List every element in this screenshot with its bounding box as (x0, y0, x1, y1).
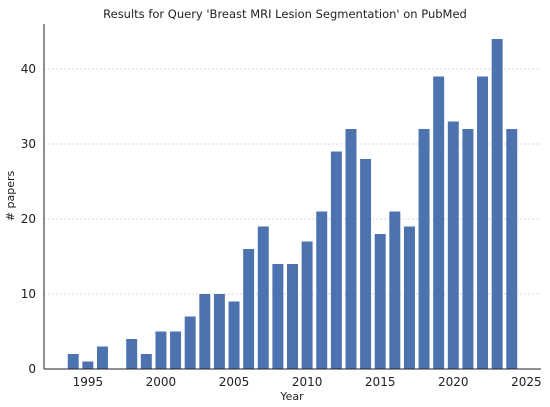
bar-2001 (170, 331, 182, 369)
bar-2002 (184, 316, 196, 369)
bar-1994 (67, 354, 79, 369)
bar-2014 (360, 159, 372, 369)
bar-2017 (403, 226, 415, 369)
bar-2010 (301, 241, 313, 369)
bar-2008 (272, 264, 284, 369)
bar-2003 (199, 294, 211, 369)
bar-2012 (330, 151, 342, 369)
bar-2021 (462, 129, 474, 369)
x-tick-label-2000: 2000 (146, 375, 177, 389)
bar-2019 (433, 76, 445, 369)
x-tick-label-2025: 2025 (511, 375, 542, 389)
bar-2011 (316, 211, 328, 369)
y-tick-label-10: 10 (21, 287, 36, 301)
y-tick-label-0: 0 (28, 362, 36, 376)
bar-2013 (345, 129, 357, 369)
x-tick-label-2005: 2005 (219, 375, 250, 389)
bar-2009 (287, 264, 298, 369)
x-tick-label-2015: 2015 (365, 375, 396, 389)
bar-2006 (243, 249, 255, 369)
bar-2020 (447, 121, 459, 369)
bar-2022 (477, 76, 489, 369)
bar-2000 (155, 331, 167, 369)
bar-2024 (506, 129, 518, 369)
x-tick-label-1995: 1995 (73, 375, 104, 389)
x-tick-label-2010: 2010 (292, 375, 323, 389)
bar-1999 (140, 354, 152, 369)
bar-2018 (418, 129, 430, 369)
chart-title: Results for Query 'Breast MRI Lesion Seg… (103, 7, 467, 21)
y-tick-label-20: 20 (21, 212, 36, 226)
x-axis-label: Year (279, 390, 304, 403)
bar-2005 (228, 301, 240, 369)
bar-2007 (257, 226, 269, 369)
bar-1996 (96, 346, 108, 369)
bar-2023 (491, 39, 503, 369)
x-tick-label-2020: 2020 (438, 375, 469, 389)
axes (43, 24, 541, 370)
bar-1995 (82, 361, 94, 369)
bar-2004 (213, 294, 225, 369)
tick-labels: 1995 2000 2005 2010 2015 2020 2025 0 10 20 30 40 (21, 62, 542, 389)
bar-1998 (126, 339, 138, 369)
bar-2015 (374, 234, 386, 369)
bar-2016 (389, 211, 401, 369)
y-tick-label-30: 30 (21, 137, 36, 151)
y-tick-label-40: 40 (21, 62, 36, 76)
bars (67, 39, 518, 369)
y-axis-label: # papers (4, 171, 17, 222)
